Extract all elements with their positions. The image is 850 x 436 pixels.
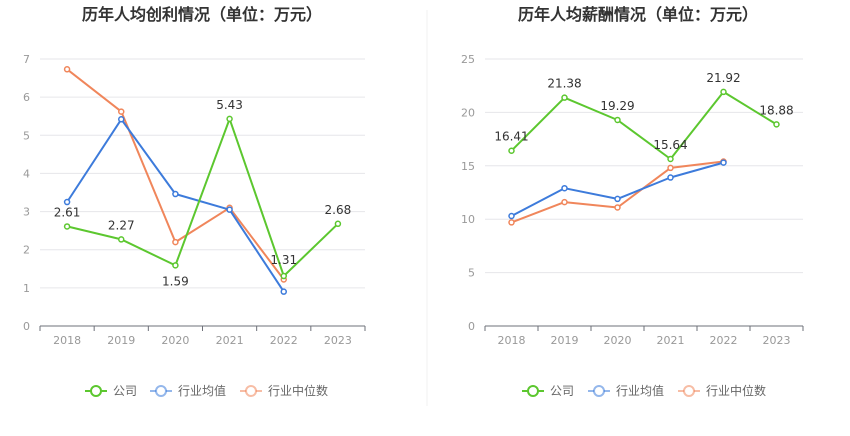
series-line-0 — [66, 117, 339, 277]
x-tick-label: 2021 — [657, 334, 685, 347]
series-point — [667, 164, 674, 172]
data-label: 15.64 — [653, 138, 687, 152]
y-tick-label: 4 — [23, 167, 30, 180]
series-point — [508, 219, 515, 226]
series-point — [773, 121, 780, 128]
series-line-2 — [66, 68, 285, 281]
series-point — [561, 198, 568, 206]
data-label: 2.68 — [325, 203, 352, 217]
series-point — [172, 262, 179, 269]
y-tick-label: 10 — [461, 213, 475, 226]
profit-chart: 历年人均创利情况（单位：万元） 0 1 2 3 4 5 6 7 2018 2019 2020 2021 2… — [23, 5, 366, 398]
x-tick-label: 2023 — [763, 334, 791, 347]
legend-item: 行业均值 — [150, 383, 226, 398]
y-tick-label: 0 — [23, 320, 30, 333]
series-point — [334, 220, 342, 228]
x-tick-label: 2020 — [604, 334, 632, 347]
data-label: 21.92 — [706, 71, 740, 85]
data-label: 1.31 — [270, 253, 297, 267]
legend-label: 行业中位数 — [706, 383, 766, 398]
legend-item: 公司 — [522, 384, 574, 398]
legend-marker — [245, 385, 257, 397]
legend-label: 行业均值 — [178, 383, 226, 398]
legend-marker — [155, 385, 167, 397]
x-tick-label: 2019 — [551, 334, 579, 347]
data-label: 19.29 — [600, 99, 634, 113]
legend-marker — [683, 385, 695, 397]
series-point — [226, 115, 233, 123]
y-tick-label: 15 — [461, 160, 475, 173]
series-point — [172, 190, 179, 198]
series-point — [614, 204, 621, 211]
data-label: 18.88 — [759, 103, 793, 117]
y-tick-label: 3 — [23, 206, 30, 219]
series-line-0 — [510, 90, 778, 160]
y-tick-label: 0 — [468, 320, 475, 333]
series-point — [667, 174, 674, 181]
series-point — [614, 195, 621, 203]
legend-item: 公司 — [85, 384, 137, 398]
series-point — [63, 223, 71, 230]
legend-label: 公司 — [550, 384, 574, 398]
series-point — [614, 116, 621, 124]
series-point — [280, 288, 287, 295]
x-tick-label: 2023 — [324, 334, 352, 347]
x-tick-label: 2018 — [53, 334, 81, 347]
y-tick-label: 7 — [23, 53, 30, 66]
legend-item: 行业均值 — [588, 383, 664, 398]
legend-item: 行业中位数 — [678, 383, 766, 398]
legend-marker — [90, 385, 102, 397]
data-label: 2.27 — [108, 218, 135, 232]
data-label: 5.43 — [216, 98, 243, 112]
series-point — [172, 238, 179, 246]
series-point — [63, 66, 71, 73]
data-label: 21.38 — [547, 77, 581, 91]
legend-label: 行业均值 — [616, 383, 664, 398]
series-point — [118, 108, 125, 115]
legend-label: 公司 — [113, 384, 137, 398]
series-point — [561, 94, 568, 101]
series-point — [720, 88, 727, 96]
data-label: 1.59 — [162, 274, 189, 288]
series-point — [508, 147, 515, 154]
chart-title: 历年人均薪酬情况（单位：万元） — [518, 5, 758, 24]
series-point — [63, 198, 71, 206]
y-tick-label: 5 — [468, 267, 475, 280]
series-point — [118, 116, 125, 123]
series-point — [720, 159, 727, 166]
legend-label: 行业中位数 — [268, 383, 328, 398]
series-point — [667, 155, 674, 163]
series-point — [508, 212, 515, 220]
y-tick-label: 1 — [23, 282, 30, 295]
series-point — [561, 184, 568, 192]
x-tick-label: 2019 — [107, 334, 135, 347]
y-tick-label: 6 — [23, 91, 30, 104]
x-tick-label: 2022 — [710, 334, 738, 347]
legend-marker — [527, 385, 539, 397]
series-point — [226, 206, 233, 213]
y-tick-label: 2 — [23, 244, 30, 257]
data-label: 16.41 — [494, 130, 528, 144]
chart-title: 历年人均创利情况（单位：万元） — [82, 5, 322, 24]
y-tick-label: 20 — [461, 106, 475, 119]
x-tick-label: 2021 — [216, 334, 244, 347]
salary-chart: 历年人均薪酬情况（单位：万元） 0 5 10 15 20 25 2018 2019 2020 202… — [461, 5, 804, 398]
y-tick-label: 5 — [23, 129, 30, 142]
legend-item: 行业中位数 — [240, 383, 328, 398]
y-tick-label: 25 — [461, 53, 475, 66]
x-tick-label: 2020 — [161, 334, 189, 347]
legend-marker — [593, 385, 605, 397]
data-label: 2.61 — [54, 205, 81, 219]
series-point — [118, 236, 125, 243]
series-point — [280, 272, 287, 280]
x-tick-label: 2022 — [270, 334, 298, 347]
x-tick-label: 2018 — [498, 334, 526, 347]
